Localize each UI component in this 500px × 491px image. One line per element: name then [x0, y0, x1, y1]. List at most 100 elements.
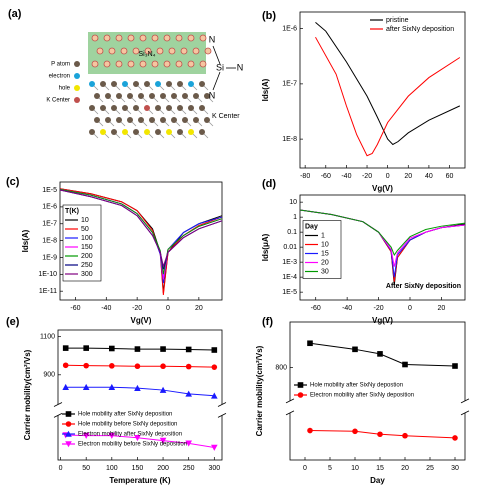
schematic-legend-dot: [74, 97, 80, 103]
legend-label: 10: [81, 217, 89, 224]
y-tick-label: 900: [43, 372, 55, 379]
legend-label: after SixNy deposition: [386, 26, 454, 33]
lattice-atom: [182, 93, 188, 99]
layer-atom: [132, 47, 140, 55]
layer-atom: [139, 60, 147, 68]
y-axis-title: Ids(μA): [261, 233, 270, 261]
layer-atom: [96, 47, 104, 55]
lattice-atom: [100, 105, 106, 111]
layer-atom: [199, 34, 207, 42]
lattice-atom: [155, 129, 161, 135]
schematic-legend-dot: [74, 61, 80, 67]
legend-label: 200: [81, 253, 93, 260]
legend-label: 1: [321, 232, 325, 239]
x-tick-label: 15: [376, 465, 384, 472]
k-center-label: K Center: [212, 113, 240, 120]
lattice-atom: [193, 93, 199, 99]
marker: [185, 363, 192, 370]
x-tick-label: 20: [195, 305, 203, 312]
legend-marker: [65, 430, 72, 437]
lattice-atom: [149, 93, 155, 99]
x-axis-title: Vg(V): [372, 316, 393, 325]
legend-box: [302, 220, 342, 279]
marker: [307, 427, 313, 434]
lattice-atom: [204, 117, 210, 123]
molecule-bond: [212, 71, 221, 91]
y-tick-label: 1: [293, 214, 297, 221]
lattice-atom: [171, 117, 177, 123]
panel-label: (e): [6, 316, 20, 328]
marker: [352, 346, 358, 353]
lattice-atom: [122, 81, 128, 87]
layer-atom: [180, 47, 188, 55]
lattice-atom: [144, 129, 150, 135]
legend-label: Electron mobility after SixNy deposition: [310, 393, 414, 399]
marker: [62, 362, 69, 369]
molecule-atom: N: [209, 90, 216, 100]
layer-atom: [115, 34, 123, 42]
x-tick-label: 20: [404, 173, 412, 180]
legend-label: Hole mobility before SixNy deposition: [78, 422, 177, 428]
lattice-atom: [171, 93, 177, 99]
x-tick-label: 150: [132, 465, 144, 472]
marker: [134, 384, 141, 391]
layer-atom: [151, 60, 159, 68]
marker: [82, 432, 90, 439]
schematic-legend: P atom: [51, 62, 70, 68]
layer-atom: [144, 47, 152, 55]
x-tick-label: 0: [303, 465, 307, 472]
x-tick-label: 200: [157, 465, 169, 472]
layer-atom: [187, 34, 195, 42]
legend-marker: [297, 392, 304, 398]
x-tick-label: 20: [438, 305, 446, 312]
layer-atom: [151, 34, 159, 42]
legend-label: 15: [321, 250, 329, 257]
marker: [108, 432, 116, 439]
marker: [109, 345, 115, 352]
lattice-atom: [100, 81, 106, 87]
x-tick-label: -40: [341, 173, 351, 180]
lattice-atom: [89, 105, 95, 111]
layer-atom: [127, 60, 135, 68]
marker: [211, 364, 218, 370]
lattice-atom: [204, 93, 210, 99]
y-axis-title: Carrier mobility(cm²/Vs): [23, 349, 32, 440]
x-tick-label: -20: [362, 173, 372, 180]
layer-atom: [163, 34, 171, 42]
legend-marker: [65, 411, 72, 417]
x-tick-label: 5: [328, 465, 332, 472]
x-tick-label: -40: [342, 305, 352, 312]
lattice-atom: [166, 129, 172, 135]
layer-atom: [103, 60, 111, 68]
legend-label: 50: [81, 226, 89, 233]
marker: [307, 340, 313, 347]
lattice-atom: [149, 117, 155, 123]
axis-break: [219, 404, 225, 416]
series-line: [59, 188, 223, 275]
marker: [377, 351, 383, 357]
x-tick-label: 60: [446, 173, 454, 180]
lattice-atom: [133, 129, 139, 135]
molecule-atom: N: [237, 62, 244, 72]
lattice-atom: [182, 117, 188, 123]
lattice-atom: [188, 81, 194, 87]
x-axis-title: Vg(V): [372, 184, 393, 193]
marker: [82, 383, 90, 390]
layer-atom: [108, 47, 116, 55]
schematic-legend: hole: [59, 86, 71, 92]
legend-label: pristine: [386, 17, 409, 24]
series-line: [299, 209, 466, 257]
plot-frame: [289, 321, 466, 461]
schematic-legend-dot: [74, 85, 80, 91]
x-tick-label: 25: [426, 465, 434, 472]
break-mark: [285, 410, 295, 416]
break-mark: [285, 398, 295, 404]
layer-atom: [175, 60, 183, 68]
layer-atom: [168, 47, 176, 55]
lattice-atom: [199, 81, 205, 87]
x-axis-title: Day: [370, 476, 385, 485]
lattice-atom: [199, 105, 205, 111]
plot-frame: [299, 11, 466, 169]
